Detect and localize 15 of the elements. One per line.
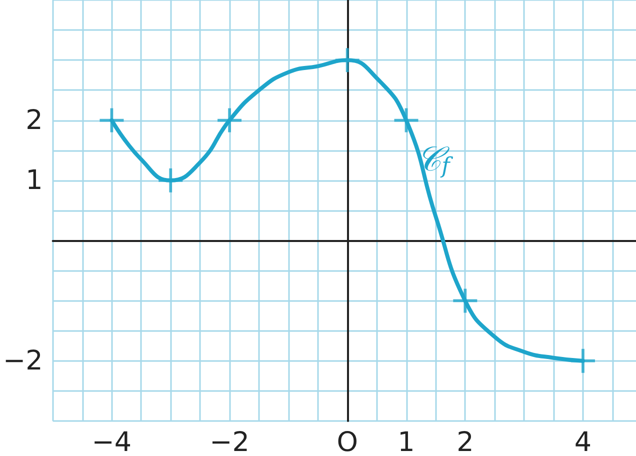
y-tick-label: −2 (2, 345, 43, 376)
x-tick-label: 2 (456, 427, 474, 456)
y-tick-label: 1 (26, 164, 43, 196)
x-tick-label: −4 (92, 427, 132, 456)
x-tick-label: O (336, 427, 358, 456)
y-tick-label: 2 (26, 104, 43, 136)
annotation: 𝒞f (416, 139, 454, 180)
point (335, 48, 360, 72)
point (453, 288, 478, 313)
point (158, 168, 183, 192)
x-tick-label: 1 (398, 427, 415, 456)
point (218, 108, 242, 132)
x-tick-label: −2 (210, 427, 250, 456)
point (570, 348, 595, 373)
x-tick-label: 4 (574, 427, 592, 456)
